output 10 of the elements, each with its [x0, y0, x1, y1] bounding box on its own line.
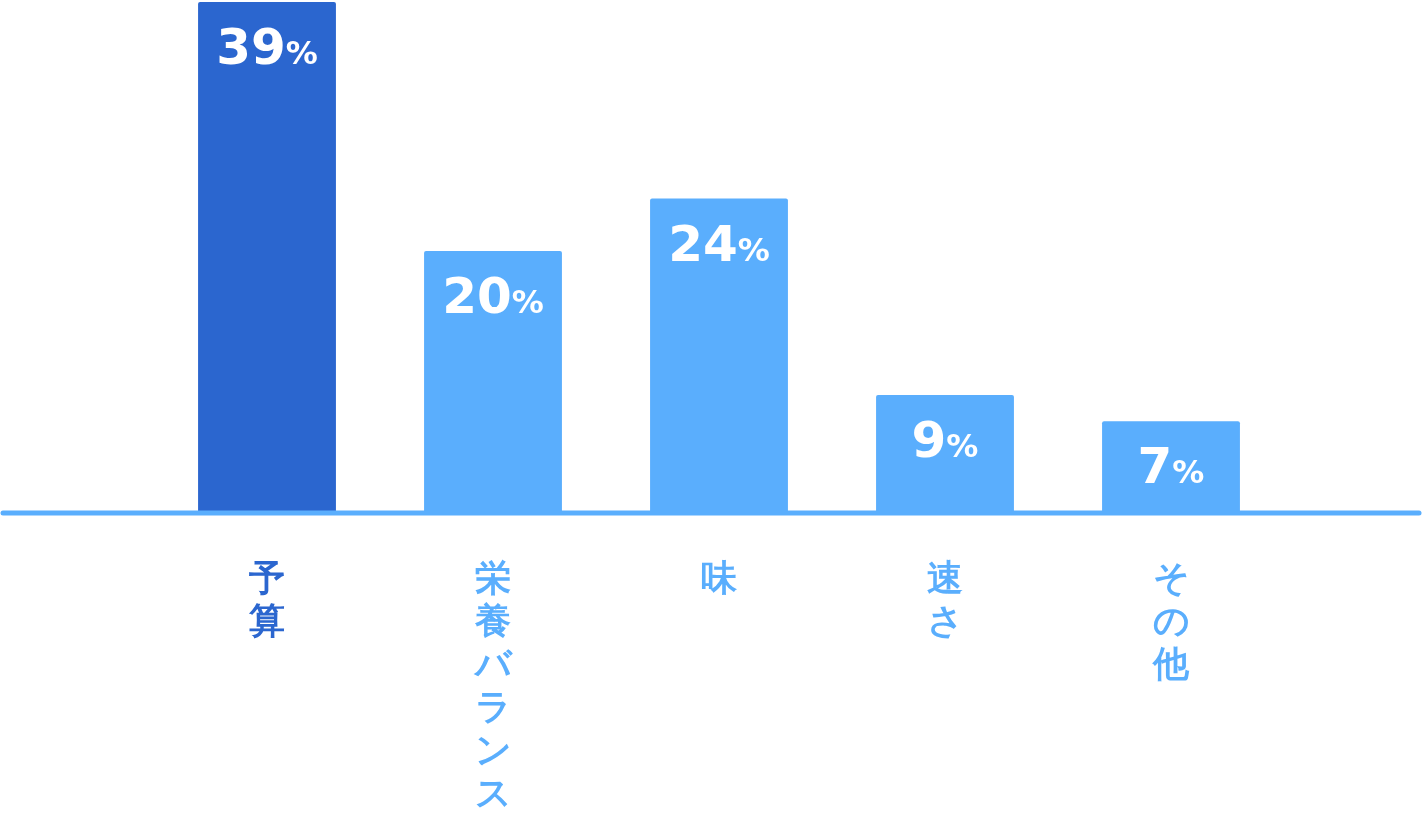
x-tick-label: 速さ: [926, 557, 964, 641]
data-label: 24%: [668, 214, 770, 273]
data-label: 39%: [216, 18, 318, 76]
x-tick-label: 味: [701, 557, 738, 598]
data-label: 9%: [911, 411, 979, 470]
x-tick-label: その他: [1152, 557, 1190, 684]
x-tick-label: 栄養バランス: [472, 557, 513, 813]
data-label: 7%: [1137, 437, 1205, 496]
data-label: 20%: [442, 266, 544, 325]
x-tick-label: 予算: [248, 557, 285, 641]
